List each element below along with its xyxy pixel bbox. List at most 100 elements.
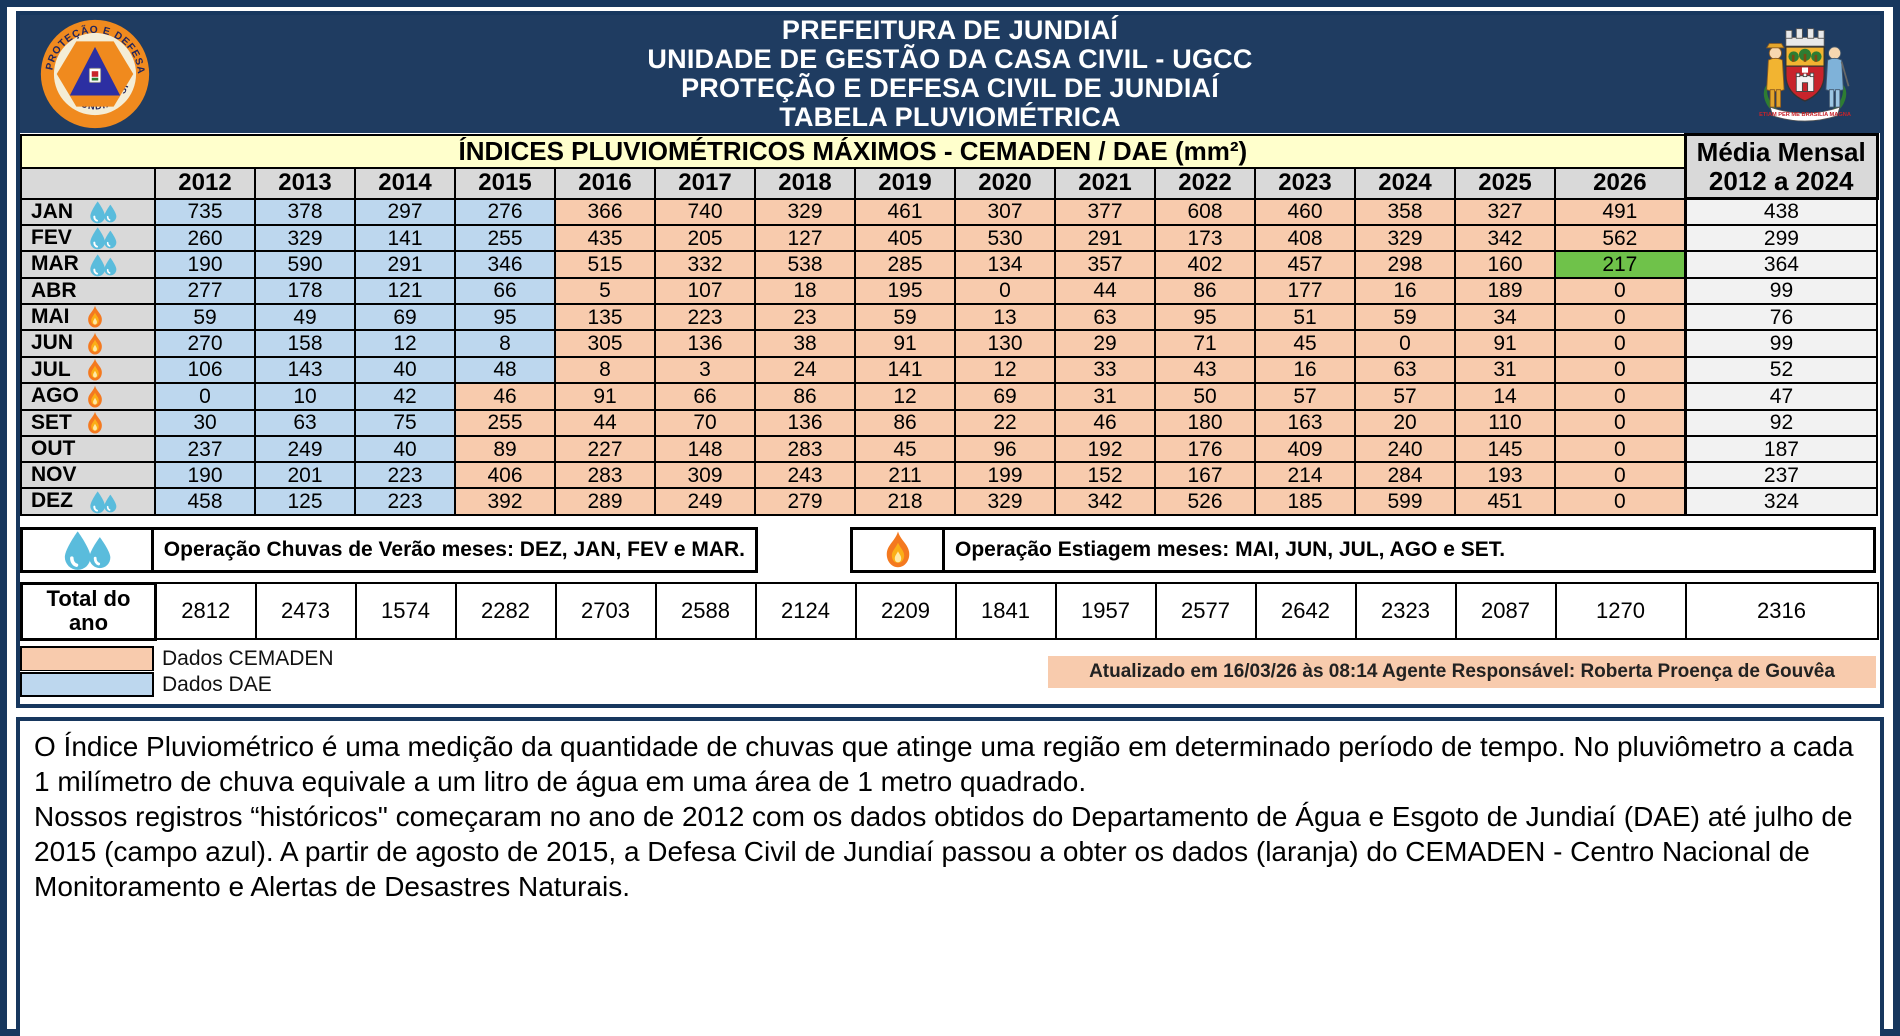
cell-fev-2024: 329: [1354, 223, 1456, 253]
cell-jul-2024: 63: [1354, 355, 1456, 385]
cell-nov-2022: 167: [1154, 461, 1256, 490]
legend-chuvas-text: Operação Chuvas de Verão meses: DEZ, JAN…: [163, 537, 745, 561]
cell-out-2020: 96: [954, 435, 1056, 464]
cell-jun-2021: 29: [1054, 329, 1156, 358]
total-2013: 2473: [254, 582, 357, 641]
cell-nov-2016: 283: [554, 461, 656, 490]
legend-estiagem-text: Operação Estiagem meses: MAI, JUN, JUL, …: [955, 537, 1506, 561]
cell-dez-2026: 0: [1553, 487, 1687, 516]
cell-ago-2018: 86: [754, 382, 856, 411]
cell-mai-2020: 13: [954, 302, 1056, 332]
cell-nov-2018: 243: [754, 461, 856, 490]
year-header-2017: 2017: [654, 166, 756, 200]
cell-jan-2016: 366: [554, 197, 656, 226]
cell-mar-2022: 402: [1154, 250, 1256, 279]
cemaden-label: Dados CEMADEN: [162, 646, 334, 670]
legend-estiagem-box: Operação Estiagem meses: MAI, JUN, JUL, …: [850, 526, 1876, 573]
cell-jan-2026: 491: [1553, 197, 1687, 226]
cell-out-2025: 145: [1454, 435, 1556, 464]
dae-swatch: [20, 672, 154, 698]
cell-ago-2023: 57: [1254, 382, 1356, 411]
cell-jun-2018: 38: [754, 329, 856, 358]
cell-abr-2023: 177: [1254, 276, 1356, 305]
cell-fev-2022: 173: [1154, 223, 1256, 253]
cell-jun-media: 99: [1683, 329, 1879, 358]
fire-icon: [83, 306, 105, 328]
total-2025: 2087: [1454, 582, 1557, 641]
cell-ago-2016: 91: [554, 382, 656, 411]
month-label-ago: AGO: [20, 382, 156, 411]
cell-ago-media: 47: [1683, 382, 1879, 411]
cell-jan-2017: 740: [654, 197, 756, 226]
cell-abr-2012: 277: [154, 276, 256, 305]
cell-mar-2020: 134: [954, 250, 1056, 279]
cell-set-2024: 20: [1354, 408, 1456, 438]
legend-chuvas-box: Operação Chuvas de Verão meses: DEZ, JAN…: [20, 526, 758, 573]
cell-mar-2013: 590: [254, 250, 356, 279]
month-row-fev: FEV 260 329 141 255 435 205 127 405 530 291 173 408 3…: [20, 223, 1879, 253]
cell-out-2024: 240: [1354, 435, 1456, 464]
cell-ago-2025: 14: [1454, 382, 1556, 411]
cell-fev-2018: 127: [754, 223, 856, 253]
cell-jan-2024: 358: [1354, 197, 1456, 226]
cell-nov-2014: 223: [354, 461, 456, 490]
cell-mar-2019: 285: [854, 250, 956, 279]
year-header-2019: 2019: [854, 166, 956, 200]
cell-jul-2021: 33: [1054, 355, 1156, 385]
cell-mar-2024: 298: [1354, 250, 1456, 279]
cell-jan-2022: 608: [1154, 197, 1256, 226]
cell-nov-media: 237: [1683, 461, 1879, 490]
total-2024: 2323: [1354, 582, 1457, 641]
total-2021: 1957: [1054, 582, 1157, 641]
water-drops-icon: [83, 253, 121, 276]
cell-mai-2017: 223: [654, 302, 756, 332]
cell-fev-2012: 260: [154, 223, 256, 253]
totals-row: Total do ano 2812 2473 1574 2282 2703 2588 212…: [20, 581, 1879, 641]
cell-jan-2020: 307: [954, 197, 1056, 226]
cell-jul-2023: 16: [1254, 355, 1356, 385]
cell-set-2020: 22: [954, 408, 1056, 438]
fire-icon: [853, 529, 945, 570]
media-header-line-1: Média Mensal: [1696, 136, 1866, 167]
cell-out-2023: 409: [1254, 435, 1356, 464]
cell-abr-2016: 5: [554, 276, 656, 305]
cell-jan-2019: 461: [854, 197, 956, 226]
cell-mar-2016: 515: [554, 250, 656, 279]
month-name: SET: [31, 410, 72, 434]
cell-out-2015: 89: [454, 435, 556, 464]
cell-out-2026: 0: [1553, 435, 1687, 464]
month-row-jan: JAN 735 378 297 276 366 740 329 461 307 377 608 460 3…: [20, 197, 1879, 226]
totals-table: Total do ano 2812 2473 1574 2282 2703 2588 212…: [20, 581, 1879, 641]
month-row-dez: DEZ 458 125 223 392 289 249 279 218 329 342 526 185 5…: [20, 487, 1879, 516]
svg-text:ETIAM PER ME BRASILIA MAGNA: ETIAM PER ME BRASILIA MAGNA: [1759, 112, 1851, 118]
cell-dez-2025: 451: [1454, 487, 1556, 516]
month-label-dez: DEZ: [20, 487, 156, 516]
total-2022: 2577: [1154, 582, 1257, 641]
cell-jul-2017: 3: [654, 355, 756, 385]
total-2019: 2209: [854, 582, 957, 641]
cell-fev-2013: 329: [254, 223, 356, 253]
cell-mar-2021: 357: [1054, 250, 1156, 279]
cell-nov-2019: 211: [854, 461, 956, 490]
cell-abr-2022: 86: [1154, 276, 1256, 305]
cell-fev-media: 299: [1683, 223, 1879, 253]
cell-nov-2021: 152: [1054, 461, 1156, 490]
fire-icon: [83, 385, 105, 408]
cell-dez-2015: 392: [454, 487, 556, 516]
month-row-jun: JUN 270 158 12 8 305 136 38 91 130 29 71 45 0 91 0 99: [20, 329, 1879, 358]
cell-ago-2014: 42: [354, 382, 456, 411]
total-2020: 1841: [954, 582, 1057, 641]
cell-jan-media: 438: [1683, 197, 1879, 226]
header-banner: PROTEÇÃO E DEFESA CIVIL JUNDIAÍ - SP PRE…: [20, 15, 1880, 133]
cell-fev-2016: 435: [554, 223, 656, 253]
cell-ago-2012: 0: [154, 382, 256, 411]
year-header-2025: 2025: [1454, 166, 1556, 200]
cell-mai-media: 76: [1683, 302, 1879, 332]
cell-set-2025: 110: [1454, 408, 1556, 438]
cell-abr-2025: 189: [1454, 276, 1556, 305]
cell-dez-2019: 218: [854, 487, 956, 516]
cell-jun-2012: 270: [154, 329, 256, 358]
month-name: JUL: [31, 357, 71, 381]
bottom-row: Dados CEMADEN Dados DAE Atualizado em 16…: [20, 646, 1876, 698]
